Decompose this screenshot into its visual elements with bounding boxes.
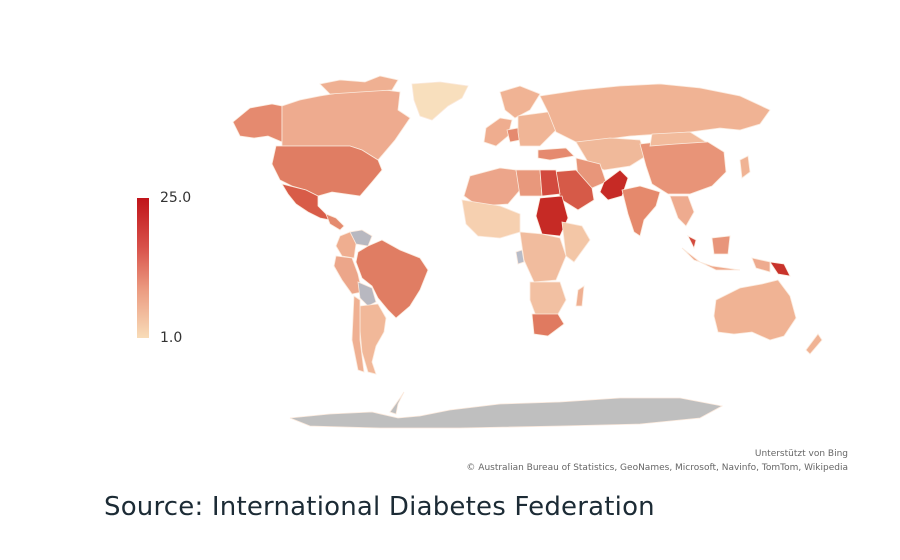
- region-bolivia: [357, 281, 377, 307]
- region-central-america: [325, 213, 345, 231]
- region-indonesia: [681, 247, 741, 271]
- region-egypt: [539, 169, 561, 197]
- region-west-africa: [461, 199, 521, 239]
- source-caption: Source: International Diabetes Federatio…: [104, 492, 655, 522]
- world-choropleth-map: [232, 75, 823, 429]
- region-usa: [271, 145, 383, 197]
- region-chile: [351, 295, 365, 373]
- region-sudan: [535, 195, 569, 237]
- region-argentina: [359, 303, 387, 375]
- region-antarctica: [289, 397, 724, 429]
- region-europe-north: [499, 85, 541, 119]
- region-east-africa: [561, 221, 591, 263]
- region-north-africa: [463, 167, 521, 207]
- map-credits: © Australian Bureau of Statistics, GeoNa…: [466, 463, 848, 473]
- region-peru: [333, 255, 363, 295]
- region-brazil: [355, 239, 429, 319]
- region-europe-west: [483, 117, 513, 147]
- region-turkey: [537, 147, 575, 161]
- region-canada-islands: [319, 75, 399, 95]
- region-madagascar: [575, 285, 585, 307]
- legend-min-label: 1.0: [160, 330, 183, 346]
- region-south-africa: [531, 313, 565, 337]
- region-australia: [713, 279, 797, 341]
- region-japan: [739, 155, 751, 179]
- region-borneo: [711, 235, 731, 255]
- region-new-guinea-west: [751, 257, 771, 273]
- antarctic-peninsula: [389, 391, 405, 415]
- region-india: [621, 185, 661, 237]
- region-southern-africa: [529, 281, 567, 317]
- region-papua-new-guinea: [769, 261, 791, 277]
- region-se-asia: [669, 195, 695, 227]
- region-malaysia: [687, 235, 697, 250]
- bing-attribution: Unterstützt von Bing: [754, 449, 848, 459]
- region-central-africa: [519, 231, 567, 283]
- region-colombia: [335, 231, 357, 259]
- color-scale-bar: [137, 198, 149, 338]
- region-congo-nodata: [515, 249, 525, 265]
- region-china: [639, 139, 727, 195]
- region-pakistan: [599, 169, 629, 201]
- region-greenland: [411, 81, 469, 121]
- legend-max-label: 25.0: [160, 190, 192, 206]
- region-mongolia: [649, 131, 708, 147]
- region-new-zealand: [805, 333, 823, 355]
- region-russia: [539, 83, 771, 143]
- region-alaska: [232, 103, 283, 143]
- region-libya: [515, 169, 543, 197]
